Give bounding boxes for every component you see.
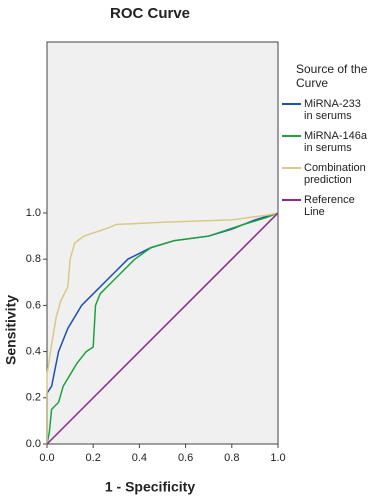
legend-entry: Combination prediction bbox=[282, 162, 370, 186]
roc-line bbox=[46, 212, 279, 445]
y-axis-label: Sensitivity bbox=[3, 295, 19, 365]
y-tick-label: 0.8 bbox=[26, 253, 41, 265]
x-tick-label: 0.2 bbox=[86, 452, 101, 464]
legend-label: MiRNA-233 in serums bbox=[304, 98, 361, 122]
y-tick-label: 0.2 bbox=[26, 392, 41, 404]
y-tick-label: 1.0 bbox=[26, 207, 41, 219]
x-tick-label: 0.8 bbox=[224, 452, 239, 464]
legend-swatch bbox=[282, 135, 301, 137]
legend-swatch bbox=[282, 167, 301, 169]
legend-title: Source of the Curve bbox=[296, 62, 368, 90]
legend: Source of the Curve MiRNA-233 in serums M… bbox=[282, 62, 372, 226]
x-tick-label: 1.0 bbox=[270, 452, 285, 464]
x-axis-label: 1 - Specificity bbox=[105, 479, 195, 495]
x-tick-label: 0.6 bbox=[178, 452, 193, 464]
legend-entry: MiRNA-146a in serums bbox=[282, 130, 370, 154]
roc-line bbox=[46, 212, 279, 444]
x-tick-label: 0.0 bbox=[39, 452, 54, 464]
legend-entry: MiRNA-233 in serums bbox=[282, 98, 370, 122]
roc-line bbox=[46, 212, 279, 445]
plot-area bbox=[46, 41, 279, 445]
legend-label: Reference Line bbox=[304, 194, 355, 218]
y-tick-label: 0.6 bbox=[26, 299, 41, 311]
chart-title: ROC Curve bbox=[110, 5, 190, 22]
legend-label: Combination prediction bbox=[304, 162, 366, 186]
y-tick-label: 0.4 bbox=[26, 345, 41, 357]
x-tick-label: 0.4 bbox=[132, 452, 147, 464]
legend-swatch bbox=[282, 199, 301, 201]
legend-label: MiRNA-146a in serums bbox=[304, 130, 367, 154]
legend-entry: Reference Line bbox=[282, 194, 370, 218]
legend-swatch bbox=[282, 103, 301, 105]
y-tick-label: 0.0 bbox=[26, 438, 41, 450]
